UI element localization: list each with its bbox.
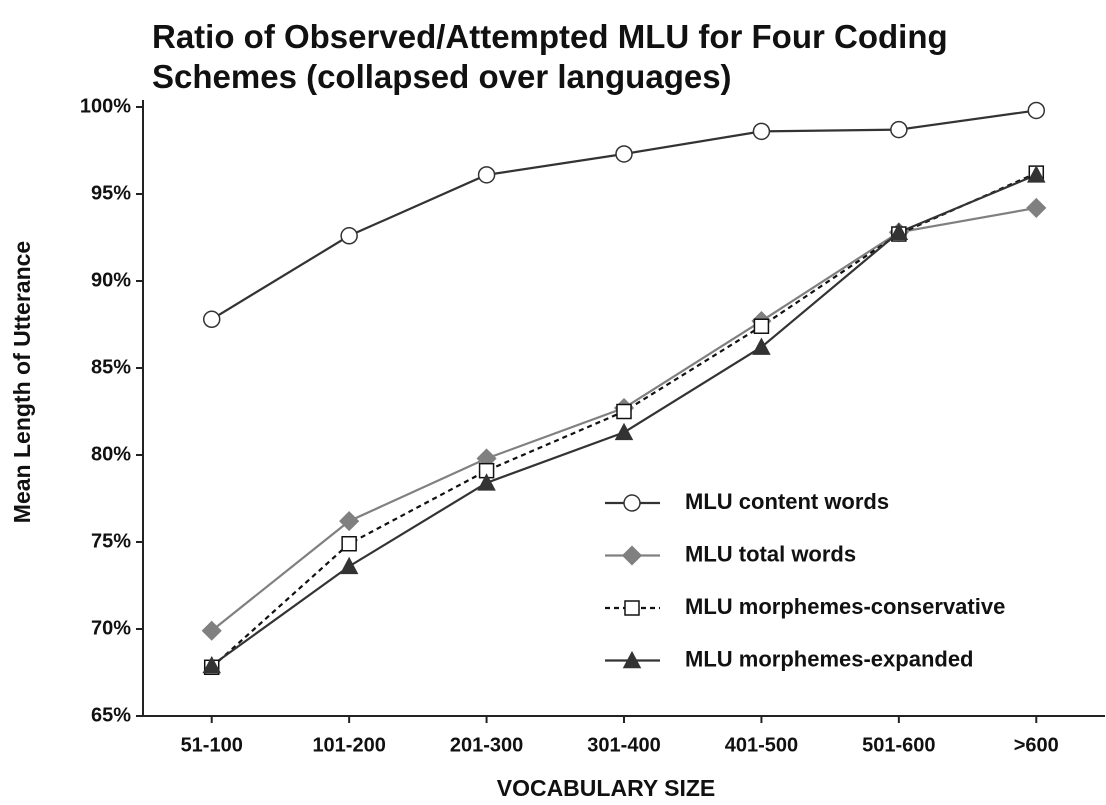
series-line — [211, 206, 1037, 632]
y-tick-label: 70% — [91, 617, 131, 639]
data-point — [1026, 197, 1047, 218]
x-axis-label: VOCABULARY SIZE — [497, 775, 716, 801]
legend-label: MLU morphemes-expanded — [685, 646, 974, 671]
legend-marker — [621, 545, 643, 566]
data-point — [341, 535, 357, 552]
data-point — [202, 655, 221, 674]
data-point — [477, 166, 496, 184]
data-point — [202, 310, 221, 329]
x-tick-label: >600 — [1014, 734, 1059, 756]
series-line — [211, 109, 1037, 321]
data-point — [339, 511, 360, 532]
data-point — [614, 422, 634, 441]
data-point — [340, 227, 358, 245]
y-tick-label: 95% — [91, 182, 131, 204]
x-tick-label: 51-100 — [181, 734, 243, 756]
y-tick-label: 65% — [91, 704, 131, 726]
data-point — [889, 222, 909, 241]
x-tick-label: 301-400 — [587, 734, 660, 756]
legend-marker — [624, 600, 640, 616]
x-tick-label: 501-600 — [862, 734, 935, 756]
legend-label: MLU total words — [685, 541, 856, 566]
data-point — [890, 120, 908, 139]
data-point — [339, 556, 359, 575]
y-tick-label: 90% — [91, 269, 131, 291]
data-point — [752, 122, 771, 141]
legend-marker — [622, 650, 642, 669]
chart-title: Ratio of Observed/Attempted MLU for Four… — [152, 18, 948, 55]
legend-label: MLU morphemes-conservative — [685, 594, 1005, 619]
legend-label: MLU content words — [685, 489, 889, 514]
series-line — [211, 173, 1037, 667]
data-point — [753, 318, 770, 334]
data-point — [201, 620, 222, 641]
x-tick-label: 201-300 — [450, 734, 523, 756]
y-tick-label: 80% — [91, 443, 131, 465]
data-point — [477, 473, 496, 491]
data-point — [1027, 165, 1046, 183]
data-point — [752, 337, 771, 355]
x-tick-label: 101-200 — [312, 734, 385, 756]
data-point — [616, 403, 632, 420]
y-tick-label: 100% — [80, 95, 131, 117]
y-tick-label: 85% — [91, 356, 131, 378]
data-point — [615, 145, 633, 163]
y-tick-label: 75% — [91, 530, 131, 552]
x-tick-label: 401-500 — [725, 734, 798, 756]
y-axis-label: Mean Length of Utterance — [9, 241, 35, 523]
data-point — [1027, 101, 1046, 120]
legend-marker — [623, 494, 641, 512]
chart-title: Schemes (collapsed over languages) — [152, 58, 732, 95]
